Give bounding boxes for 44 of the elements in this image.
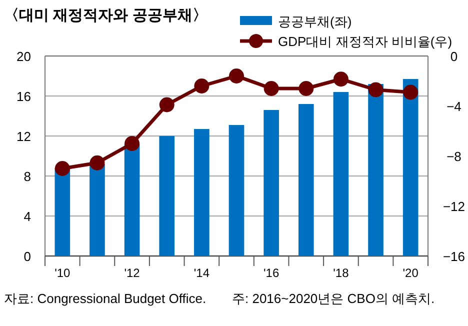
point [159,97,174,112]
bar [54,168,70,256]
bar [333,92,349,256]
x-tick-label: '14 [194,266,210,280]
text: 자료: Congressional Budget Office. [4,291,206,306]
y-tick-label: 12 [16,129,31,144]
y-tick-label: 20 [16,49,31,64]
y2-tick-label: −16 [442,249,466,264]
y2-tick-label: −8 [446,149,462,164]
bar [298,104,314,256]
point [194,78,210,94]
bar [194,129,210,256]
y2-tick-label: 0 [450,49,458,64]
bar [402,79,418,256]
x-tick-label: '20 [402,266,419,280]
legend-label: GDP대비 재정적자 비비율(우) [278,34,452,49]
legend-label: 공공부채(좌) [278,14,352,29]
point [368,82,384,98]
bar [368,84,384,256]
bar [159,136,175,256]
point [403,84,418,100]
y-tick-label: 8 [24,169,31,184]
y2-tick-label: −4 [446,99,462,114]
point [333,72,348,87]
point [54,161,70,176]
chart-title: 〈대미 재정적자와 공공부채〉 [4,7,208,24]
point [298,81,314,96]
bar [228,125,244,256]
point [229,68,244,84]
y2-tick-label: −12 [442,199,466,214]
point [264,81,279,96]
y-tick-label: 16 [16,89,31,104]
bar [264,110,279,256]
x-tick-label: '12 [124,266,140,280]
point [124,136,140,151]
y-tick-label: 4 [24,209,31,224]
text: 주: 2016~2020년은 CBO의 예측치. [232,291,435,306]
x-tick-label: '10 [54,266,71,280]
y-tick-label: 0 [24,249,31,264]
point [90,155,105,170]
bar [90,164,105,256]
bar [124,144,140,256]
x-tick-label: '18 [333,266,350,280]
x-tick-label: '16 [264,266,280,280]
